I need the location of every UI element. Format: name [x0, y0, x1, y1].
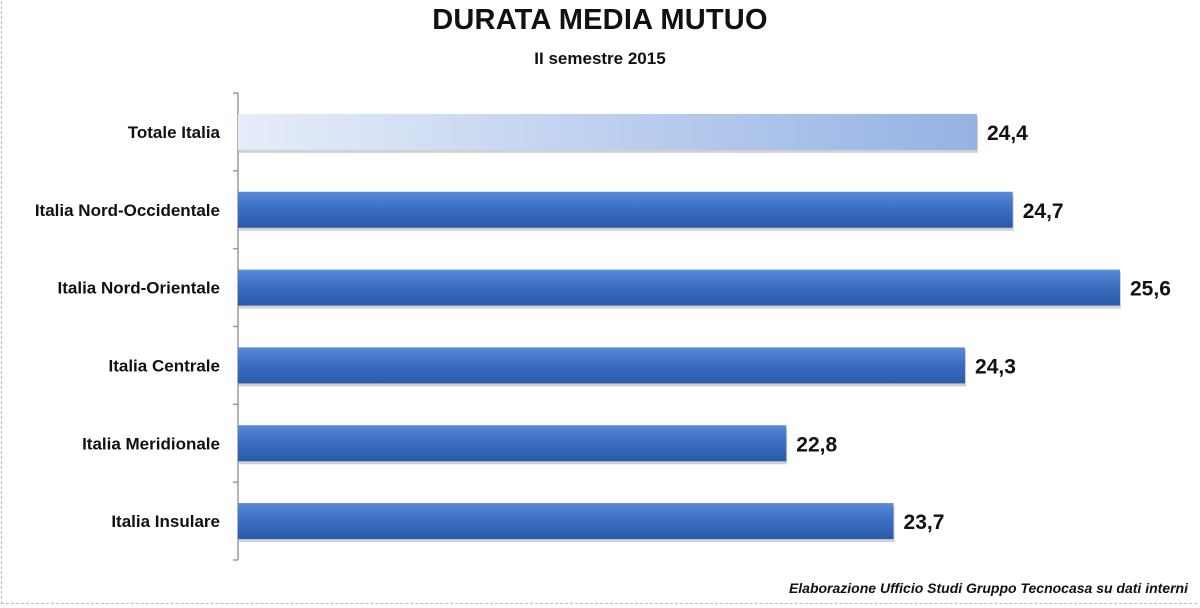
value-label: 24,4 [987, 122, 1028, 145]
chart-title: DURATA MEDIA MUTUO [432, 4, 768, 36]
category-label: Italia Meridionale [82, 434, 220, 453]
bar-italia-insulare [238, 503, 894, 540]
value-label: 24,3 [975, 355, 1016, 378]
bar-italia-centrale [238, 347, 966, 384]
value-label: 24,7 [1023, 200, 1064, 223]
category-label: Italia Nord-Occidentale [35, 201, 220, 220]
bar-italia-nord-orientale [238, 269, 1120, 306]
bar-italia-meridionale [238, 425, 787, 462]
source-credit: Elaborazione Ufficio Studi Gruppo Tecnoc… [788, 580, 1188, 596]
category-label: Totale Italia [128, 123, 221, 142]
chart-subtitle: II semestre 2015 [534, 49, 666, 68]
bar-totale-italia [238, 113, 977, 150]
category-label: Italia Nord-Orientale [58, 279, 220, 298]
bar-italia-nord-occidentale [238, 191, 1013, 228]
category-label: Italia Centrale [109, 356, 221, 375]
value-label: 25,6 [1130, 278, 1171, 301]
category-label: Italia Insulare [111, 512, 220, 531]
value-label: 23,7 [904, 511, 945, 534]
value-label: 22,8 [796, 433, 837, 456]
